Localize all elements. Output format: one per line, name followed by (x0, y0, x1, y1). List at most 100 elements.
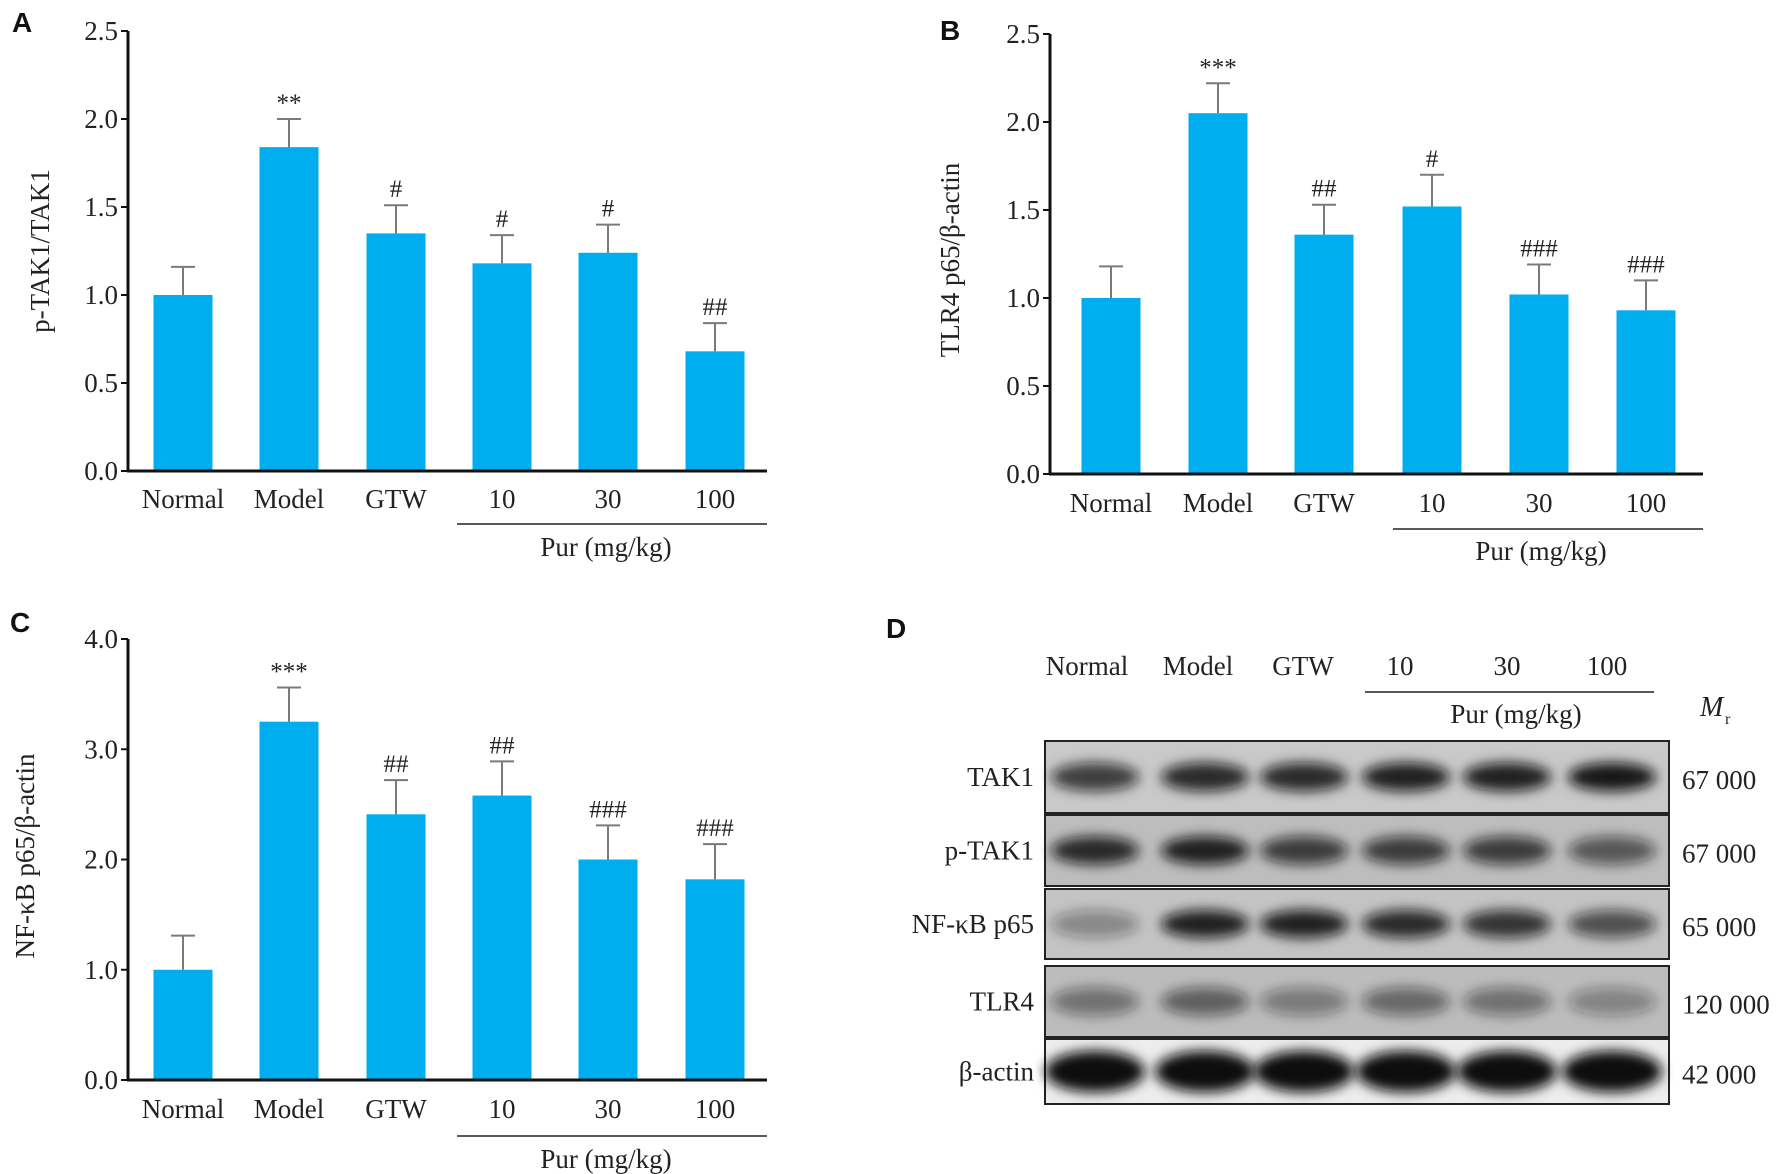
bar-30 (1509, 294, 1569, 474)
protein-band (1362, 987, 1450, 1016)
protein-band (1568, 987, 1656, 1016)
lane-label: Normal (1046, 651, 1128, 681)
y-tick-label: 2.0 (1006, 107, 1040, 137)
x-tick-label: 100 (1626, 488, 1667, 518)
y-tick-label: 3.0 (84, 734, 118, 764)
bar-100 (685, 351, 745, 471)
x-tick-label: 30 (595, 484, 622, 514)
mr-value: 67 000 (1682, 839, 1756, 869)
x-tick-label: 100 (695, 1094, 736, 1124)
protein-label: NF-κB p65 (912, 909, 1034, 939)
significance-label: ## (1312, 176, 1338, 203)
protein-band (1568, 762, 1656, 792)
bar-100 (685, 879, 745, 1080)
protein-band (1463, 910, 1551, 938)
y-tick-label: 2.5 (84, 16, 118, 46)
bar-100 (1616, 310, 1676, 474)
bar-30 (578, 859, 638, 1080)
x-tick-label: 10 (489, 1094, 516, 1124)
y-tick-label: 1.5 (84, 192, 118, 222)
mr-value: 67 000 (1682, 765, 1756, 795)
x-tick-label: 30 (1526, 488, 1553, 518)
protein-band (1051, 910, 1139, 938)
bar-10 (1402, 206, 1462, 475)
protein-band (1562, 1050, 1662, 1093)
significance-label: *** (1199, 54, 1237, 81)
lane-label: 100 (1587, 651, 1628, 681)
protein-band (1568, 910, 1656, 938)
protein-band (1568, 836, 1656, 865)
chart-panel-b: B Normal *** Model ## GTW #10 ### 30 ### 100 0.0 0.5… (935, 15, 1703, 566)
blot-row: NF-κB p65 65 000 (912, 888, 1756, 960)
x-tick-label: 30 (595, 1094, 622, 1124)
protein-band (1260, 762, 1348, 792)
blot-row: β-actin 42 000 (959, 1038, 1756, 1105)
panel-letter: C (10, 607, 30, 638)
protein-band (1463, 836, 1551, 865)
significance-label: # (496, 206, 509, 233)
bar-10 (472, 795, 532, 1080)
lane-label: GTW (1272, 651, 1334, 681)
y-tick-label: 2.0 (84, 104, 118, 134)
bar-normal (153, 969, 213, 1080)
x-tick-label: GTW (1293, 488, 1355, 518)
significance-label: # (602, 196, 615, 223)
bar-model (259, 147, 319, 471)
bar-10 (472, 263, 532, 471)
panel-letter: A (12, 7, 32, 38)
x-tick-label: GTW (365, 484, 427, 514)
significance-label: # (390, 176, 403, 203)
mr-value: 65 000 (1682, 912, 1756, 942)
lane-label: Model (1163, 651, 1234, 681)
bar-30 (578, 252, 638, 471)
x-tick-label: Model (254, 484, 325, 514)
significance-label: ### (696, 815, 734, 842)
panel-letter: D (886, 613, 906, 644)
protein-band (1161, 910, 1249, 938)
x-tick-label: 100 (695, 484, 736, 514)
blot-row: TAK1 67 000 (967, 740, 1756, 814)
x-tick-label: 10 (489, 484, 516, 514)
y-tick-label: 0.0 (1006, 459, 1040, 489)
mr-value: 42 000 (1682, 1060, 1756, 1090)
y-tick-label: 0.0 (84, 456, 118, 486)
significance-label: ** (277, 90, 302, 117)
blot-membrane (1044, 814, 1670, 887)
protein-band (1260, 836, 1348, 865)
protein-band (1254, 1050, 1354, 1093)
x-tick-label: Model (254, 1094, 325, 1124)
panel-letter: B (940, 15, 960, 46)
y-tick-label: 1.0 (84, 955, 118, 985)
y-tick-label: 4.0 (84, 624, 118, 654)
y-axis-label: p-TAK1/TAK1 (25, 169, 55, 333)
significance-label: *** (270, 659, 308, 686)
x-axis-label: Pur (mg/kg) (1475, 536, 1606, 566)
y-tick-label: 0.5 (1006, 371, 1040, 401)
significance-label: ### (589, 796, 627, 823)
chart-panel-a: A Normal ** Model # GTW #10 #30 ## 100 0.0 0.5 1.0 1.… (12, 7, 767, 562)
y-axis-label: NF-κB p65/β-actin (10, 753, 40, 959)
y-tick-label: 1.0 (84, 280, 118, 310)
x-axis-label: Pur (mg/kg) (540, 532, 671, 562)
mr-label: M (1699, 692, 1725, 723)
protein-label: TLR4 (970, 987, 1035, 1017)
significance-label: ## (384, 751, 410, 778)
group-label: Pur (mg/kg) (1450, 699, 1581, 729)
lane-label: 30 (1494, 651, 1521, 681)
bar-charts: A Normal ** Model # GTW #10 #30 ## 100 0.0 0.5 1.0 1.… (10, 7, 1703, 1174)
protein-band (1161, 836, 1249, 865)
protein-band (1155, 1050, 1255, 1093)
x-tick-label: GTW (365, 1094, 427, 1124)
x-tick-label: Model (1183, 488, 1254, 518)
blot-membrane (1044, 965, 1670, 1038)
significance-label: ## (490, 732, 516, 759)
protein-band (1051, 762, 1139, 792)
protein-band (1362, 762, 1450, 792)
blot-row: p-TAK1 67 000 (945, 814, 1756, 887)
y-axis-label: TLR4 p65/β-actin (935, 162, 965, 357)
blot-membrane (1044, 740, 1670, 814)
protein-band (1463, 762, 1551, 792)
significance-label: ## (703, 294, 729, 321)
bar-gtw (366, 233, 426, 471)
